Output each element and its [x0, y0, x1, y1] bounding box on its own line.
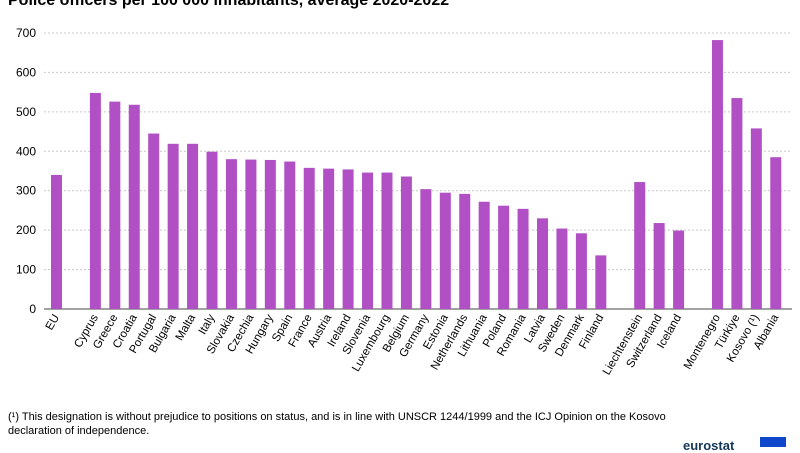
x-tick-label: Malta	[174, 312, 199, 343]
bar-france	[303, 167, 315, 309]
y-tick-label: 200	[16, 223, 36, 237]
bar-kosovo	[750, 128, 762, 309]
bar-italy	[206, 151, 218, 309]
bar-lithuania	[478, 201, 490, 309]
eu-flag-icon	[760, 437, 786, 447]
bar-germany	[420, 189, 432, 309]
bar-eu	[51, 174, 62, 309]
y-tick-label: 600	[16, 65, 36, 79]
bar-bulgaria	[167, 143, 179, 309]
bar-belgium	[400, 176, 412, 309]
bar-slovenia	[362, 172, 374, 309]
y-tick-label: 300	[16, 184, 36, 198]
bar-poland	[498, 205, 510, 309]
bar-czechia	[245, 159, 257, 309]
bar-croatia	[128, 104, 140, 309]
bar-latvia	[537, 218, 548, 309]
bar-sweden	[556, 228, 568, 309]
bar-romania	[517, 208, 529, 309]
x-tick-label: EU	[44, 313, 62, 333]
footnote: (¹) This designation is without prejudic…	[8, 411, 666, 437]
bars	[51, 40, 782, 310]
y-tick-label: 700	[16, 26, 36, 40]
bar-t-rkiye	[731, 98, 743, 309]
y-axis-ticks: 0 100 200 300 400 500 600 700	[16, 26, 36, 316]
bar-austria	[323, 168, 335, 309]
bar-spain	[284, 161, 296, 309]
bar-denmark	[575, 233, 587, 309]
x-axis-ticks: EU CyprusGreeceCroatiaPortugalBulgariaMal…	[44, 312, 782, 377]
bar-estonia	[439, 192, 451, 309]
bar-portugal	[148, 133, 160, 309]
bar-liechtenstein	[634, 182, 646, 309]
bar-iceland	[673, 230, 685, 309]
bar-cyprus	[89, 92, 101, 309]
bar-ireland	[342, 169, 354, 309]
chart-title: Police officers per 100 000 inhabitants,…	[8, 0, 450, 9]
eurostat-logo: eurostat	[683, 438, 735, 453]
bar-finland	[595, 255, 607, 309]
bar-albania	[770, 157, 782, 309]
bar-malta	[187, 143, 199, 309]
y-tick-label: 400	[16, 144, 36, 158]
bar-chart: 0 100 200 300 400 500 600 700 EU CyprusGreeceCro…	[16, 26, 792, 377]
bar-switzerland	[653, 223, 665, 309]
bar-luxembourg	[381, 172, 393, 309]
bar-greece	[109, 101, 121, 309]
bar-netherlands	[459, 193, 471, 309]
bar-slovakia	[225, 159, 237, 309]
y-tick-label: 100	[16, 263, 36, 277]
y-tick-label: 500	[16, 105, 36, 119]
bar-montenegro	[711, 40, 723, 310]
bar-hungary	[264, 159, 276, 309]
y-tick-label: 0	[29, 302, 36, 316]
